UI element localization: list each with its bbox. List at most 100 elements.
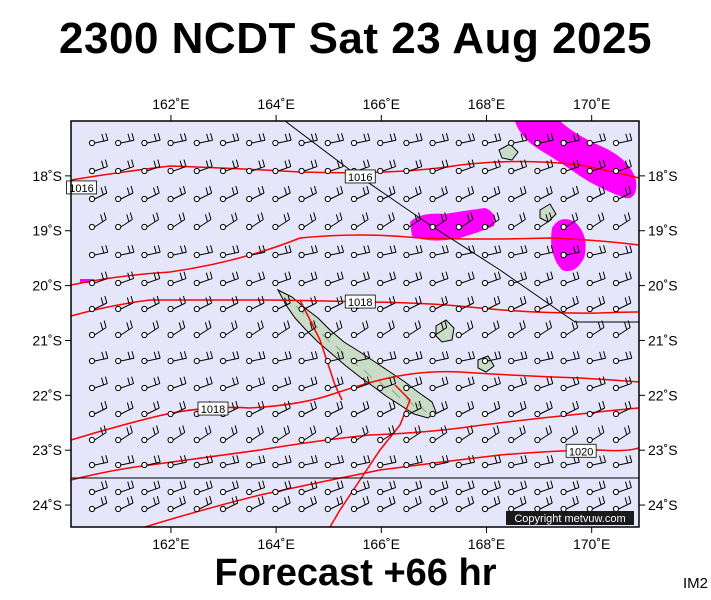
wind-barb bbox=[219, 376, 239, 392]
wind-barb bbox=[141, 185, 160, 203]
wind-barb bbox=[560, 271, 580, 287]
lat-tick-label-right: 21˚S bbox=[648, 332, 678, 348]
wind-barb bbox=[455, 455, 476, 469]
wind-barb bbox=[481, 495, 501, 513]
wind-barb bbox=[377, 212, 395, 231]
wind-barb bbox=[586, 133, 607, 147]
wind-barb bbox=[429, 495, 448, 513]
wind-barb bbox=[612, 376, 632, 392]
wind-barb bbox=[455, 495, 475, 513]
wind-barb bbox=[534, 455, 554, 469]
lon-tick-label-bottom: 170˚E bbox=[573, 536, 610, 552]
wind-barb bbox=[167, 245, 187, 259]
wind-barb bbox=[141, 320, 160, 339]
wind-barb bbox=[272, 159, 292, 175]
wind-barb bbox=[429, 295, 448, 313]
wind-barb bbox=[88, 159, 108, 175]
wind-barb bbox=[246, 400, 265, 418]
wind-barb bbox=[377, 425, 395, 444]
wind-barb bbox=[141, 455, 161, 469]
svg-text:1020: 1020 bbox=[569, 446, 593, 458]
wind-barb bbox=[377, 295, 396, 313]
isobar-label: 1016 bbox=[344, 169, 376, 184]
wind-barb bbox=[246, 455, 266, 469]
wind-barb bbox=[324, 425, 343, 444]
wind-barb bbox=[612, 185, 632, 203]
wind-barb bbox=[508, 245, 528, 259]
wind-barb bbox=[403, 480, 423, 496]
wind-barb bbox=[167, 400, 186, 418]
wind-barb bbox=[298, 480, 318, 496]
wind-barb bbox=[455, 133, 476, 147]
wind-barb bbox=[298, 495, 317, 513]
wind-barb bbox=[429, 159, 449, 175]
svg-text:1016: 1016 bbox=[69, 183, 93, 195]
wind-barb bbox=[429, 320, 448, 339]
wind-barb bbox=[403, 212, 422, 231]
wind-barb bbox=[403, 245, 423, 259]
wind-barb bbox=[350, 351, 371, 365]
wind-barb bbox=[455, 425, 474, 444]
wind-barb bbox=[141, 271, 161, 287]
wind-barb bbox=[272, 425, 291, 444]
lat-tick-label-right: 24˚S bbox=[648, 497, 678, 513]
wind-barb bbox=[298, 400, 317, 418]
wind-barb bbox=[586, 271, 606, 287]
wind-barb bbox=[534, 480, 554, 496]
wind-barb bbox=[219, 245, 240, 259]
wind-barb bbox=[377, 320, 395, 339]
wind-barb bbox=[403, 271, 423, 287]
wind-barb bbox=[534, 351, 554, 365]
wind-barb bbox=[272, 133, 292, 147]
wind-barb bbox=[455, 185, 475, 203]
wind-barb bbox=[167, 159, 187, 175]
wind-barb bbox=[167, 295, 186, 313]
wind-barb bbox=[88, 480, 108, 496]
wind-barb bbox=[534, 133, 554, 147]
wind-barb bbox=[324, 212, 343, 231]
wind-barb bbox=[350, 320, 369, 339]
wind-barb bbox=[377, 351, 397, 365]
wind-barb bbox=[219, 425, 238, 444]
lat-tick-label-left: 18˚S bbox=[32, 168, 62, 184]
wind-barb bbox=[88, 295, 108, 313]
wind-barb bbox=[219, 455, 240, 469]
wind-barb bbox=[508, 320, 526, 339]
wind-barb bbox=[455, 271, 475, 287]
wind-barb bbox=[481, 425, 500, 444]
wind-barb bbox=[193, 455, 214, 469]
wind-barb bbox=[298, 455, 318, 469]
wind-barb bbox=[429, 245, 449, 259]
wind-barb bbox=[324, 245, 345, 259]
lon-tick-label-bottom: 166˚E bbox=[363, 536, 400, 552]
wind-barb bbox=[508, 212, 526, 231]
wind-barb bbox=[429, 480, 449, 496]
wind-barb bbox=[88, 455, 109, 469]
wind-barb bbox=[586, 320, 605, 339]
wind-barb bbox=[481, 133, 502, 147]
wind-barb bbox=[88, 133, 109, 147]
wind-barb bbox=[350, 425, 369, 444]
wind-barb bbox=[560, 376, 580, 392]
wind-barb bbox=[246, 271, 266, 287]
wind-barb bbox=[586, 376, 606, 392]
wind-barb bbox=[612, 480, 632, 496]
wind-barb bbox=[612, 133, 633, 147]
wind-barb bbox=[377, 185, 396, 203]
wind-barb bbox=[219, 351, 240, 365]
wind-barb bbox=[324, 320, 343, 339]
wind-barb bbox=[534, 425, 553, 444]
precipitation-areas bbox=[80, 121, 637, 283]
wind-barb bbox=[403, 400, 422, 418]
wind-barb bbox=[141, 480, 161, 496]
wind-barb bbox=[612, 159, 632, 175]
wind-barb bbox=[534, 320, 553, 339]
wind-barb bbox=[481, 376, 501, 392]
wind-barb bbox=[508, 425, 526, 444]
wind-barb bbox=[246, 185, 265, 203]
wind-barb bbox=[324, 133, 345, 147]
lat-tick-label-left: 20˚S bbox=[32, 278, 62, 294]
wind-barb bbox=[272, 320, 291, 339]
wind-barb bbox=[246, 245, 266, 259]
wind-barb bbox=[612, 425, 631, 444]
